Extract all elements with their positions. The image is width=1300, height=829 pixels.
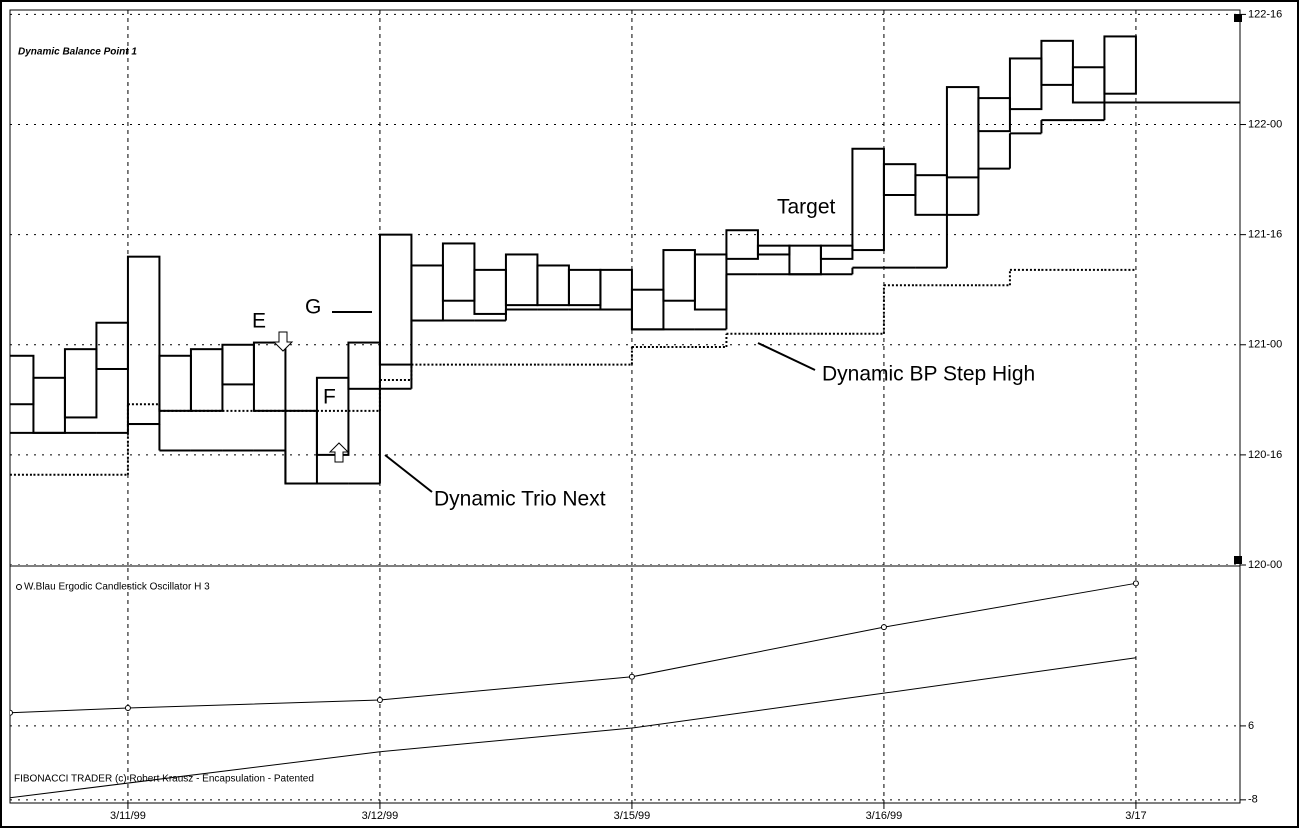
annotation: Dynamic BP Step High: [822, 363, 1035, 386]
range-box: [347, 341, 381, 390]
upper-pane: [10, 10, 1240, 565]
x-tick-label: 3/11/99: [110, 810, 146, 822]
leader-line: [757, 342, 816, 371]
y-tick-label: 122-00: [1248, 118, 1282, 130]
point-marker: [880, 624, 887, 631]
annotation: E: [252, 310, 266, 333]
arrow-down: [272, 331, 294, 352]
y-tick-label: 6: [1248, 720, 1254, 732]
annotation: G: [305, 296, 321, 319]
x-tick-label: 3/15/99: [614, 810, 651, 822]
footer: FIBONACCI TRADER (c) Robert Krausz - Enc…: [14, 774, 314, 785]
arrow-up: [328, 442, 350, 463]
y-tick-label: 120-00: [1248, 559, 1282, 571]
range-box: [851, 147, 885, 252]
chart-title: Dynamic Balance Point 1: [18, 47, 137, 58]
corner-mark: [1234, 14, 1242, 22]
range-box: [252, 341, 287, 412]
range-box: [1040, 39, 1074, 86]
oscillator-line: [10, 657, 1136, 799]
annotation: Target: [777, 196, 836, 219]
x-tick-label: 3/16/99: [866, 810, 903, 822]
lower-pane: [10, 568, 1240, 803]
point-marker: [124, 704, 131, 711]
point-marker: [628, 673, 635, 680]
y-tick-label: 120-16: [1248, 449, 1282, 461]
range-box: [725, 229, 759, 260]
range-box: [945, 86, 980, 179]
point-marker: [10, 709, 13, 716]
point-marker: [1132, 580, 1139, 587]
oscillator-title: W.Blau Ergodic Candlestick Oscillator H …: [24, 582, 210, 593]
range-box: [977, 97, 1011, 133]
legend-marker: [16, 584, 22, 590]
leader-line: [384, 454, 433, 493]
axes: 122-16 122-00 121-16 121-00 120-16 120-00 6 -8 3…: [110, 8, 1282, 822]
y-tick-label: 122-16: [1248, 8, 1282, 20]
range-box: [63, 348, 98, 419]
y-tick-label: -8: [1248, 794, 1258, 806]
x-tick-label: 3/12/99: [362, 810, 399, 822]
x-tick-label: 3/17: [1125, 810, 1146, 822]
range-box: [819, 244, 854, 260]
range-box: [315, 376, 350, 456]
annotation: F: [323, 386, 336, 409]
y-tick-label: 121-16: [1248, 229, 1282, 241]
annotation: Dynamic Trio Next: [434, 488, 606, 511]
point-marker: [376, 697, 383, 704]
plot-border: [9, 9, 1241, 804]
y-tick-label: 121-00: [1248, 339, 1282, 351]
corner-mark: [1234, 556, 1242, 564]
range-box: [914, 174, 948, 216]
oscillator-line: [10, 582, 1137, 714]
range-box: [1103, 35, 1137, 95]
